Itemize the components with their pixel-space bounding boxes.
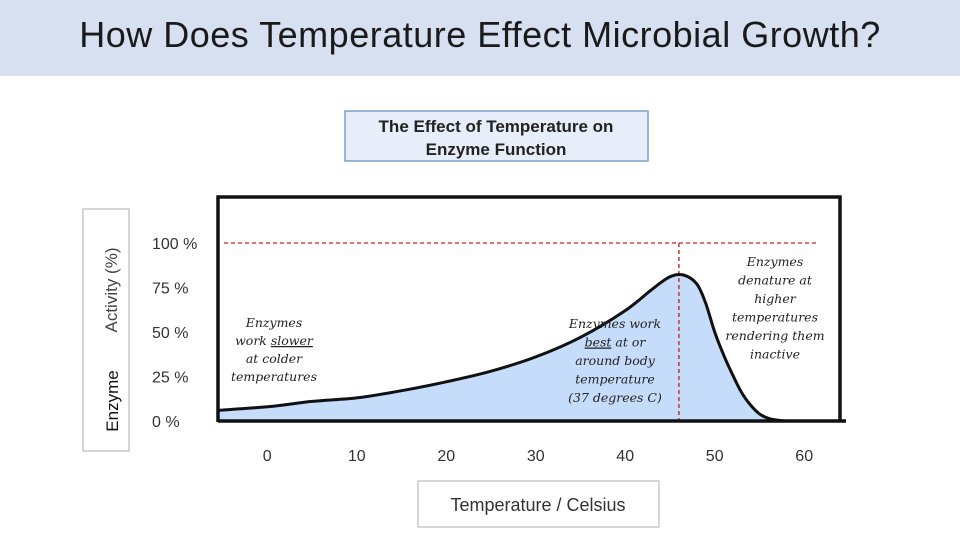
title-band bbox=[0, 0, 960, 76]
x-tick-label-0: 0 bbox=[263, 448, 272, 465]
x-tick-label-3: 30 bbox=[527, 448, 545, 465]
y-tick-label-2: 50 % bbox=[152, 325, 188, 342]
activity-curve bbox=[216, 272, 842, 423]
x-tick-label-6: 60 bbox=[795, 448, 813, 465]
x-tick-label-5: 50 bbox=[706, 448, 724, 465]
chart-title-line-2: Enzyme Function bbox=[426, 140, 567, 159]
y-tick-label-1: 25 % bbox=[152, 370, 188, 387]
x-tick-label-1: 10 bbox=[348, 448, 366, 465]
y-axis-label-enzyme: Enzyme bbox=[103, 370, 122, 431]
x-tick-label-2: 20 bbox=[437, 448, 455, 465]
x-axis-label-box bbox=[417, 480, 660, 528]
area-fill bbox=[218, 274, 840, 422]
plot-frame bbox=[216, 195, 842, 422]
x-tick-label-4: 40 bbox=[616, 448, 634, 465]
chart-title-line-1: The Effect of Temperature on bbox=[379, 117, 614, 136]
annotation-best: Enzymes work best at or around body tempera… bbox=[568, 316, 662, 405]
x-axis-label: Temperature / Celsius bbox=[450, 495, 625, 515]
annotation-hot: Enzymes denature at higher temperatures rend… bbox=[725, 254, 824, 362]
y-tick-label-4: 100 % bbox=[152, 236, 197, 253]
y-axis-label-box bbox=[82, 208, 130, 452]
y-axis-label-activity: Activity (%) bbox=[102, 248, 121, 333]
y-tick-label-3: 75 % bbox=[152, 281, 188, 298]
y-tick-label-0: 0 % bbox=[152, 414, 180, 431]
chart-title-box bbox=[344, 110, 649, 162]
annotation-cold: Enzymes work slower at colder temperatures bbox=[231, 315, 317, 384]
slide-title: How Does Temperature Effect Microbial Gr… bbox=[79, 14, 881, 55]
plot-area: 0 % 25 % 50 % 75 % 100 % 0 10 20 30 40 50 60 Enzymes… bbox=[152, 195, 846, 465]
